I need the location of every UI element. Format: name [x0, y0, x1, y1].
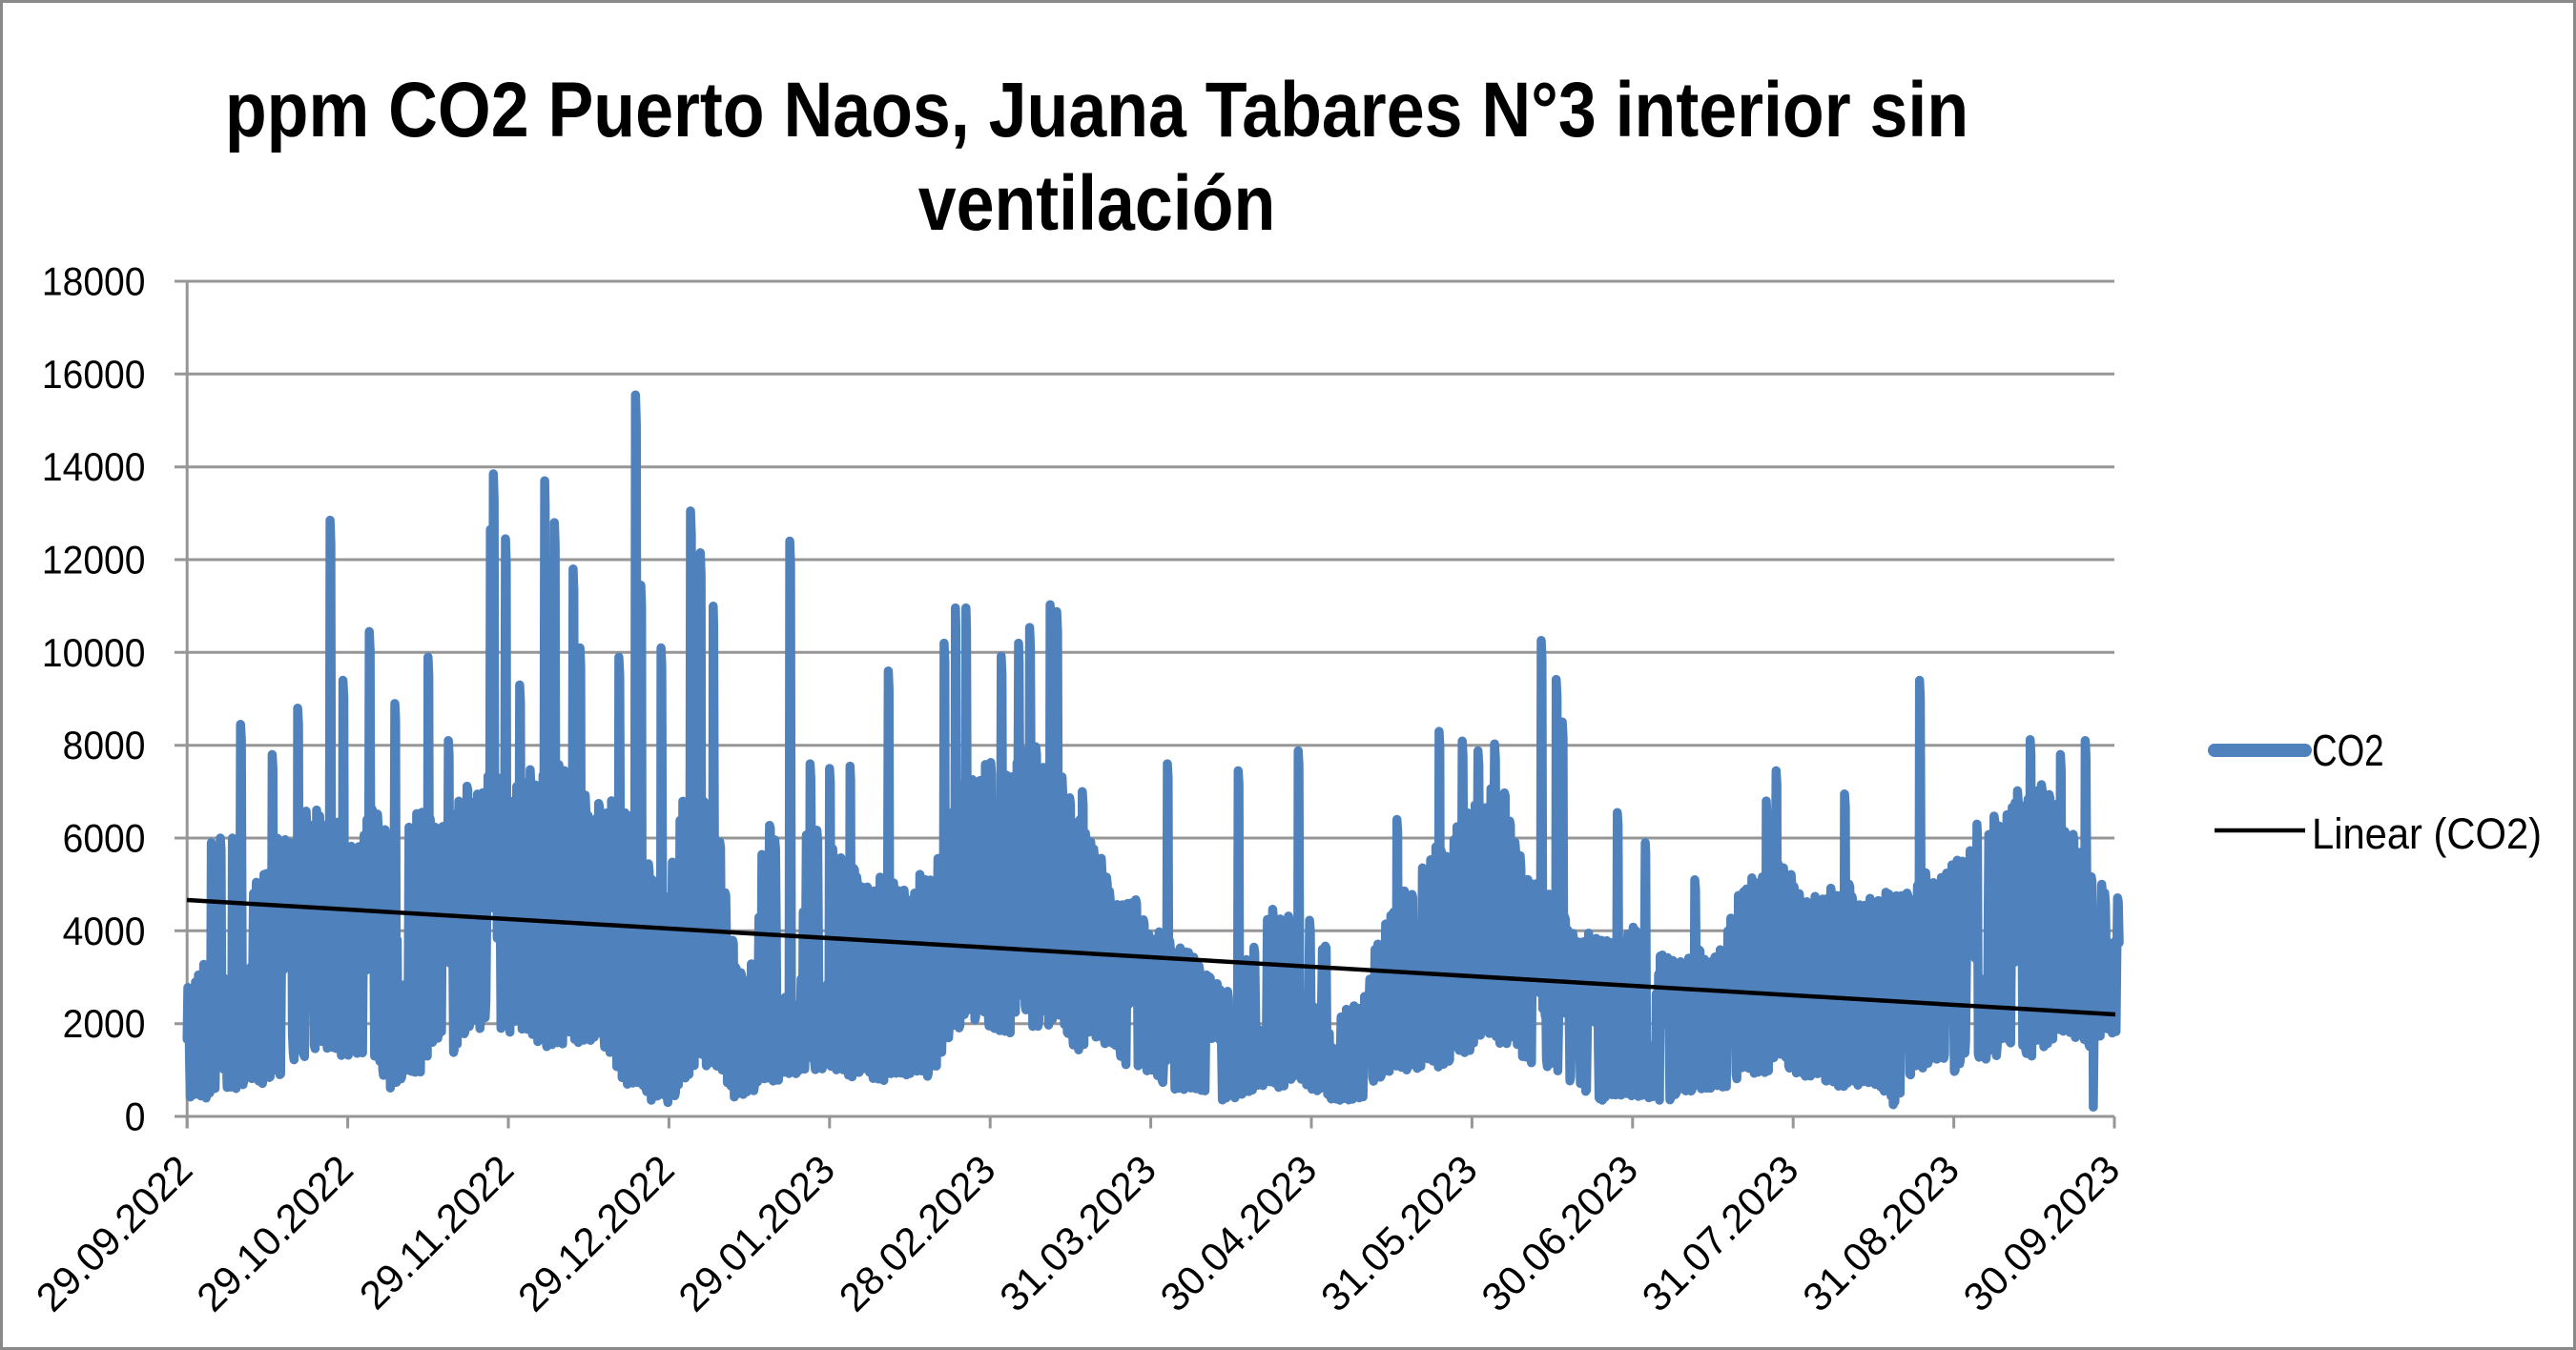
svg-text:14000: 14000	[42, 444, 146, 490]
svg-text:4000: 4000	[63, 908, 146, 953]
svg-text:0: 0	[125, 1094, 146, 1139]
svg-text:Linear (CO2): Linear (CO2)	[2312, 811, 2542, 859]
svg-text:12000: 12000	[42, 537, 146, 583]
svg-text:10000: 10000	[42, 629, 146, 675]
svg-text:CO2: CO2	[2312, 726, 2384, 775]
svg-text:16000: 16000	[42, 351, 146, 397]
svg-text:ppm CO2 Puerto Naos, Juana Tab: ppm CO2 Puerto Naos, Juana Tabares N°3 i…	[225, 67, 1968, 154]
svg-text:18000: 18000	[42, 258, 146, 304]
svg-text:ventilación: ventilación	[918, 160, 1276, 248]
svg-text:6000: 6000	[63, 815, 146, 861]
svg-text:8000: 8000	[63, 723, 146, 768]
svg-text:2000: 2000	[63, 1001, 146, 1047]
